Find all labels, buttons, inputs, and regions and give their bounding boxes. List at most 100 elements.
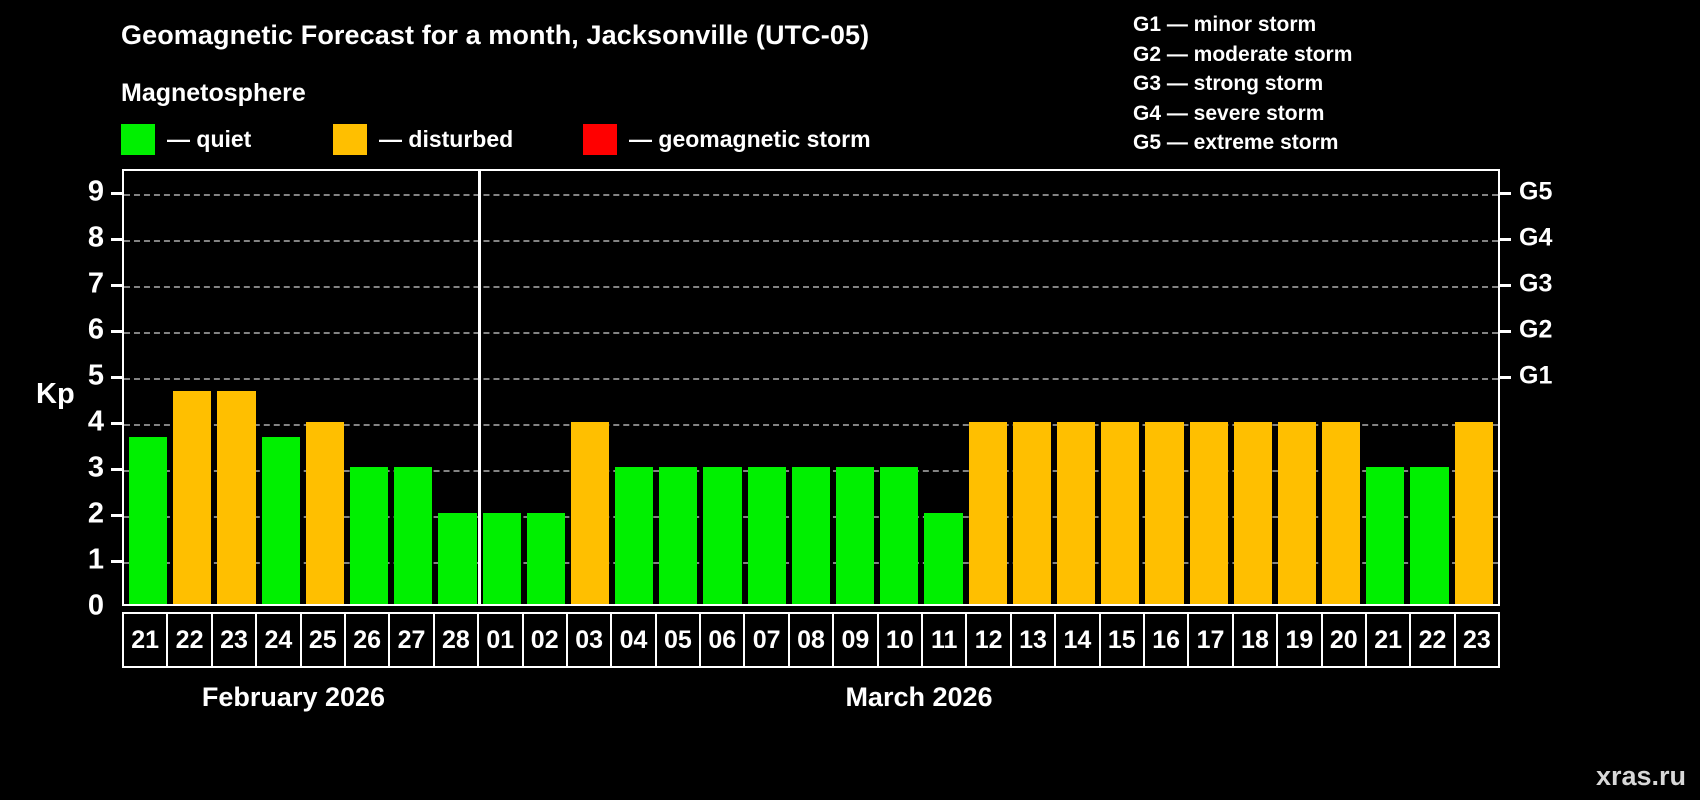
date-label-march-19[interactable]: 19 [1278, 614, 1323, 666]
bar-march-16[interactable] [1145, 421, 1184, 604]
bar-march-19[interactable] [1277, 421, 1317, 604]
bar-cell[interactable] [259, 171, 303, 604]
date-label-february-22[interactable]: 22 [168, 614, 213, 666]
date-label-february-27[interactable]: 27 [390, 614, 435, 666]
bar-cell[interactable] [745, 171, 789, 604]
date-label-march-14[interactable]: 14 [1056, 614, 1101, 666]
date-label-february-28[interactable]: 28 [435, 614, 480, 666]
y-tick-mark-3 [111, 468, 124, 471]
date-label-march-17[interactable]: 17 [1189, 614, 1234, 666]
date-label-march-10[interactable]: 10 [879, 614, 924, 666]
bar-cell[interactable] [921, 171, 965, 604]
date-label-march-05[interactable]: 05 [657, 614, 702, 666]
bar-february-28[interactable] [438, 512, 477, 604]
bar-cell[interactable] [877, 171, 921, 604]
bar-cell[interactable] [303, 171, 347, 604]
bar-cell[interactable] [656, 171, 700, 604]
bar-cell[interactable] [1452, 171, 1496, 604]
date-label-february-24[interactable]: 24 [257, 614, 302, 666]
bar-march-13[interactable] [1012, 421, 1051, 604]
bar-cell[interactable] [435, 171, 479, 604]
date-label-march-04[interactable]: 04 [612, 614, 657, 666]
legend-swatch-disturbed-icon [333, 123, 367, 155]
bar-cell[interactable] [347, 171, 391, 604]
g-tick-mark-G4 [1498, 238, 1511, 241]
bar-march-18[interactable] [1233, 421, 1272, 604]
bar-march-06[interactable] [703, 467, 742, 604]
date-label-february-25[interactable]: 25 [302, 614, 346, 666]
date-label-march-02[interactable]: 02 [524, 614, 568, 666]
bar-cell[interactable] [700, 171, 744, 604]
bar-cell[interactable] [126, 171, 170, 604]
bar-cell[interactable] [833, 171, 877, 604]
bar-cell[interactable] [568, 171, 612, 604]
bar-march-17[interactable] [1189, 421, 1228, 604]
bar-cell[interactable] [1407, 171, 1451, 604]
bar-march-09[interactable] [836, 467, 875, 604]
date-label-february-26[interactable]: 26 [346, 614, 391, 666]
date-label-march-18[interactable]: 18 [1234, 614, 1279, 666]
y-tick-mark-4 [111, 422, 124, 425]
bar-march-15[interactable] [1101, 421, 1140, 604]
date-label-march-07[interactable]: 07 [745, 614, 790, 666]
bar-march-05[interactable] [659, 467, 698, 604]
date-label-march-23[interactable]: 23 [1463, 625, 1491, 654]
legend-swatch-storm-icon [583, 123, 617, 155]
bar-march-04[interactable] [615, 467, 654, 604]
bar-cell[interactable] [1010, 171, 1054, 604]
date-label-march-15[interactable]: 15 [1101, 614, 1145, 666]
bar-cell[interactable] [1319, 171, 1363, 604]
bar-march-23[interactable] [1454, 421, 1493, 604]
date-label-march-11[interactable]: 11 [923, 614, 968, 666]
date-label-february-21[interactable]: 21 [124, 614, 169, 666]
bar-march-12[interactable] [968, 421, 1007, 604]
bar-march-22[interactable] [1410, 467, 1449, 604]
bar-march-02[interactable] [526, 512, 565, 604]
bar-cell[interactable] [966, 171, 1010, 604]
bar-march-21[interactable] [1366, 467, 1405, 604]
bar-march-10[interactable] [880, 467, 919, 604]
bar-march-01[interactable] [482, 512, 521, 604]
bar-march-08[interactable] [791, 467, 830, 604]
bar-cell[interactable] [480, 171, 524, 604]
bar-cell[interactable] [1363, 171, 1407, 604]
bar-cell[interactable] [789, 171, 833, 604]
bar-february-24[interactable] [261, 436, 300, 604]
bar-march-14[interactable] [1056, 421, 1096, 604]
bar-february-27[interactable] [394, 467, 433, 604]
bar-february-26[interactable] [349, 467, 389, 604]
chart-plot-area [122, 169, 1500, 606]
bar-cell[interactable] [170, 171, 214, 604]
bar-cell[interactable] [1098, 171, 1142, 604]
date-label-february-23[interactable]: 23 [213, 614, 258, 666]
date-label-march-09[interactable]: 09 [834, 614, 879, 666]
bar-cell[interactable] [1054, 171, 1098, 604]
bar-march-11[interactable] [924, 512, 963, 604]
bar-cell[interactable] [1187, 171, 1231, 604]
bar-march-03[interactable] [570, 421, 610, 604]
bar-cell[interactable] [1275, 171, 1319, 604]
bar-february-23[interactable] [217, 391, 256, 604]
y-tick-mark-9 [111, 192, 124, 195]
date-label-march-20[interactable]: 20 [1323, 614, 1367, 666]
bar-february-21[interactable] [129, 436, 168, 604]
bar-cell[interactable] [214, 171, 258, 604]
bar-cell[interactable] [391, 171, 435, 604]
date-label-march-03[interactable]: 03 [568, 614, 613, 666]
bar-cell[interactable] [524, 171, 568, 604]
date-label-march-13[interactable]: 13 [1012, 614, 1057, 666]
date-label-march-08[interactable]: 08 [790, 614, 835, 666]
date-label-march-06[interactable]: 06 [701, 614, 746, 666]
date-label-march-21[interactable]: 21 [1367, 614, 1412, 666]
bar-cell[interactable] [1231, 171, 1275, 604]
bar-march-20[interactable] [1322, 421, 1361, 604]
bar-february-22[interactable] [173, 391, 212, 604]
date-label-march-22[interactable]: 22 [1411, 614, 1456, 666]
bar-march-07[interactable] [747, 467, 786, 604]
bar-february-25[interactable] [305, 421, 344, 604]
bar-cell[interactable] [612, 171, 656, 604]
bar-cell[interactable] [1142, 171, 1186, 604]
date-label-march-16[interactable]: 16 [1145, 614, 1190, 666]
date-label-march-12[interactable]: 12 [967, 614, 1012, 666]
date-label-march-01[interactable]: 01 [479, 614, 524, 666]
